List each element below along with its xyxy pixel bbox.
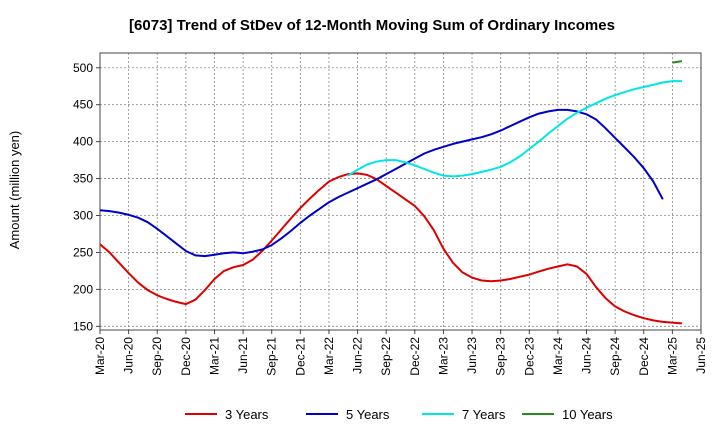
legend-item-10-years: 10 Years (522, 407, 613, 422)
y-axis: 150 200 250 300 350 400 450 500 (73, 61, 100, 333)
x-tick-label: Dec-21 (293, 337, 307, 376)
x-tick-label: Sep-21 (265, 337, 279, 376)
legend-item-3-years: 3 Years (185, 407, 269, 422)
series-line-7-years (347, 80, 682, 178)
x-tick-label: Mar-24 (551, 337, 565, 375)
x-tick-label: Mar-21 (207, 337, 221, 375)
x-tick-label: Mar-22 (322, 337, 336, 375)
series-line-3-years (99, 172, 682, 325)
plot-area (99, 52, 702, 331)
y-tick-label: 300 (73, 209, 93, 223)
y-tick-label: 450 (73, 98, 93, 112)
series-lines (99, 60, 683, 325)
y-axis-label: Amount (million yen) (7, 131, 22, 250)
legend-item-7-years: 7 Years (422, 407, 506, 422)
x-tick-label: Dec-20 (179, 337, 193, 376)
y-tick-label: 350 (73, 172, 93, 186)
y-tick-label: 400 (73, 135, 93, 149)
x-tick-label: Jun-20 (122, 337, 136, 374)
x-tick-label: Jun-25 (694, 337, 708, 374)
x-tick-label: Sep-20 (150, 337, 164, 376)
legend-label: 5 Years (346, 407, 390, 422)
x-tick-label: Jun-22 (351, 337, 365, 374)
x-axis: Mar-20 Jun-20 Sep-20 Dec-20 Mar-21 Jun-21 Sep-… (93, 330, 708, 376)
chart-title: [6073] Trend of StDev of 12-Month Moving… (129, 17, 615, 34)
legend-label: 3 Years (225, 407, 269, 422)
series-line-5-years (99, 108, 664, 258)
y-tick-label: 150 (73, 319, 93, 333)
x-tick-label: Sep-24 (608, 337, 622, 376)
x-tick-label: Dec-22 (408, 337, 422, 376)
x-tick-label: Jun-21 (236, 337, 250, 374)
legend-label: 7 Years (462, 407, 506, 422)
y-tick-label: 250 (73, 245, 93, 259)
legend: 3 Years 5 Years 7 Years 10 Years (185, 407, 613, 422)
x-tick-label: Mar-23 (436, 337, 450, 375)
series-line-10-years (672, 60, 683, 64)
x-tick-label: Jun-24 (580, 337, 594, 374)
legend-label: 10 Years (562, 407, 613, 422)
x-tick-label: Dec-23 (522, 337, 536, 376)
legend-item-5-years: 5 Years (306, 407, 390, 422)
x-tick-label: Sep-23 (494, 337, 508, 376)
x-tick-label: Sep-22 (379, 337, 393, 376)
y-tick-label: 500 (73, 61, 93, 75)
x-tick-label: Mar-25 (665, 337, 679, 375)
x-tick-label: Dec-24 (637, 337, 651, 376)
y-tick-label: 200 (73, 282, 93, 296)
x-tick-label: Mar-20 (93, 337, 107, 375)
x-tick-label: Jun-23 (465, 337, 479, 374)
grid-lines (99, 53, 702, 330)
